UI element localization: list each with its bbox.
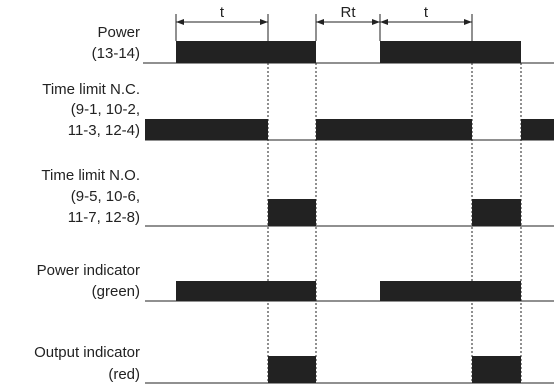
no-label-line2: (9-5, 10-6, bbox=[71, 188, 140, 205]
output-led-label-line2: (red) bbox=[108, 366, 140, 383]
power-label-line1: Power bbox=[97, 24, 140, 41]
output-led-on-block-2 bbox=[472, 356, 521, 383]
nc-label-line3: 11-3, 12-4) bbox=[68, 122, 140, 139]
power-label-line2: (13-14) bbox=[92, 45, 140, 62]
dim-label-rt: Rt bbox=[341, 4, 357, 21]
arrow-t2-right bbox=[464, 19, 472, 25]
arrow-t2-left bbox=[380, 19, 388, 25]
power-on-block-2 bbox=[380, 41, 521, 63]
power-led-label-line1: Power indicator bbox=[37, 262, 140, 279]
power-led-label-line2: (green) bbox=[92, 283, 140, 300]
arrow-t1-left bbox=[176, 19, 184, 25]
arrow-rt-left bbox=[316, 19, 324, 25]
power-led-on-block-1 bbox=[176, 281, 316, 301]
no-on-block-2 bbox=[472, 199, 521, 226]
arrow-t1-right bbox=[260, 19, 268, 25]
no-label-line3: 11-7, 12-8) bbox=[68, 209, 140, 226]
nc-on-block-1 bbox=[145, 119, 268, 140]
arrow-rt-right bbox=[372, 19, 380, 25]
nc-on-block-2 bbox=[316, 119, 472, 140]
nc-label-line2: (9-1, 10-2, bbox=[71, 101, 140, 118]
nc-label-line1: Time limit N.C. bbox=[42, 81, 140, 98]
dim-label-t2: t bbox=[424, 4, 429, 21]
output-led-label-line1: Output indicator bbox=[34, 344, 140, 361]
power-led-on-block-2 bbox=[380, 281, 521, 301]
dim-label-t1: t bbox=[220, 4, 225, 21]
no-label-line1: Time limit N.O. bbox=[41, 167, 140, 184]
nc-on-block-3 bbox=[521, 119, 554, 140]
power-on-block-1 bbox=[176, 41, 316, 63]
no-on-block-1 bbox=[268, 199, 316, 226]
output-led-on-block-1 bbox=[268, 356, 316, 383]
